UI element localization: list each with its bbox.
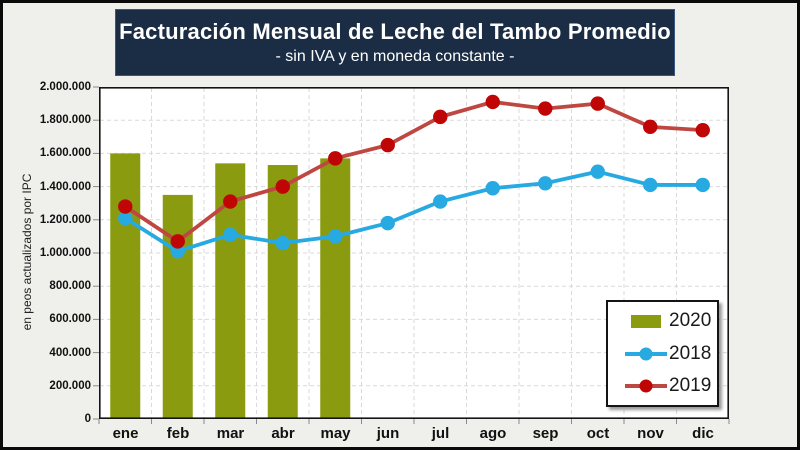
bar-2020 [162, 194, 193, 418]
bar-2020 [320, 158, 351, 418]
x-tick-label: may [320, 425, 351, 442]
x-tick-label: mar [216, 425, 245, 442]
marker-2019 [590, 96, 605, 111]
legend: 2020 2018 2019 [606, 300, 719, 407]
legend-marker-icon [639, 379, 653, 393]
marker-2018 [170, 244, 185, 259]
x-tick-label: dic [692, 425, 714, 442]
x-tick-label: nov [637, 425, 664, 442]
marker-2019 [433, 109, 448, 125]
y-tick-label: 1.400.000 [39, 180, 91, 193]
marker-2018 [118, 210, 133, 226]
marker-2019 [118, 199, 133, 214]
x-tick-label: feb [166, 425, 190, 442]
chart-subtitle: - sin IVA y en moneda constante - [275, 48, 515, 65]
marker-2018 [485, 181, 500, 196]
y-tick-label: 600.000 [49, 313, 91, 326]
x-tick-label: ago [479, 425, 507, 442]
legend-line-swatch [625, 347, 667, 360]
marker-2018 [695, 177, 710, 193]
legend-item-2019: 2019 [608, 371, 717, 401]
x-tick-label: sep [532, 425, 559, 442]
y-tick-label: 1.600.000 [39, 147, 91, 160]
marker-2018 [643, 177, 658, 193]
legend-label: 2019 [669, 374, 712, 396]
x-tick-label: oct [586, 425, 610, 442]
legend-item-2018: 2018 [608, 339, 717, 369]
x-tick-label: ene [112, 425, 139, 442]
marker-2019 [170, 234, 185, 249]
marker-2018 [433, 194, 448, 209]
marker-2018 [328, 229, 343, 244]
marker-2019 [485, 94, 500, 110]
marker-2018 [380, 215, 395, 231]
bar-2020 [267, 165, 298, 418]
combo-chart [93, 86, 730, 424]
marker-2019 [538, 101, 553, 116]
legend-marker-icon [639, 347, 653, 360]
y-tick-label: 0 [84, 413, 91, 425]
marker-2019 [328, 151, 343, 166]
marker-2019 [275, 179, 290, 194]
y-tick-label: 1.000.000 [39, 247, 91, 259]
legend-item-2020: 2020 [608, 306, 717, 336]
legend-bar-swatch [631, 314, 661, 328]
legend-line-swatch [625, 379, 667, 393]
marker-2018 [275, 235, 290, 251]
y-tick-label: 800.000 [49, 280, 91, 293]
legend-label: 2020 [669, 310, 712, 332]
legend-label: 2018 [669, 342, 712, 364]
x-tick-label: jul [431, 425, 450, 442]
x-tick-label: abr [271, 425, 295, 442]
chart-title-box: Facturación Mensual de Leche del Tambo P… [115, 9, 675, 76]
y-tick-label: 2.000.000 [39, 81, 91, 93]
marker-2019 [643, 119, 658, 135]
bar-2020 [110, 153, 141, 418]
plot-area [93, 86, 730, 424]
marker-2018 [590, 164, 605, 179]
line-2019 [123, 100, 705, 244]
marker-2019 [695, 122, 710, 138]
marker-2019 [223, 194, 238, 209]
y-tick-label: 1.800.000 [39, 114, 91, 127]
chart-title: Facturación Mensual de Leche del Tambo P… [119, 19, 671, 44]
line-2018 [123, 169, 705, 254]
x-tick-label: jun [376, 425, 400, 442]
marker-2018 [223, 227, 238, 242]
marker-2019 [380, 137, 395, 153]
y-tick-label: 200.000 [49, 379, 91, 392]
marker-2018 [538, 176, 553, 191]
plot-border [99, 87, 730, 419]
y-tick-label: 400.000 [49, 346, 91, 359]
y-tick-label: 1.200.000 [39, 213, 91, 226]
